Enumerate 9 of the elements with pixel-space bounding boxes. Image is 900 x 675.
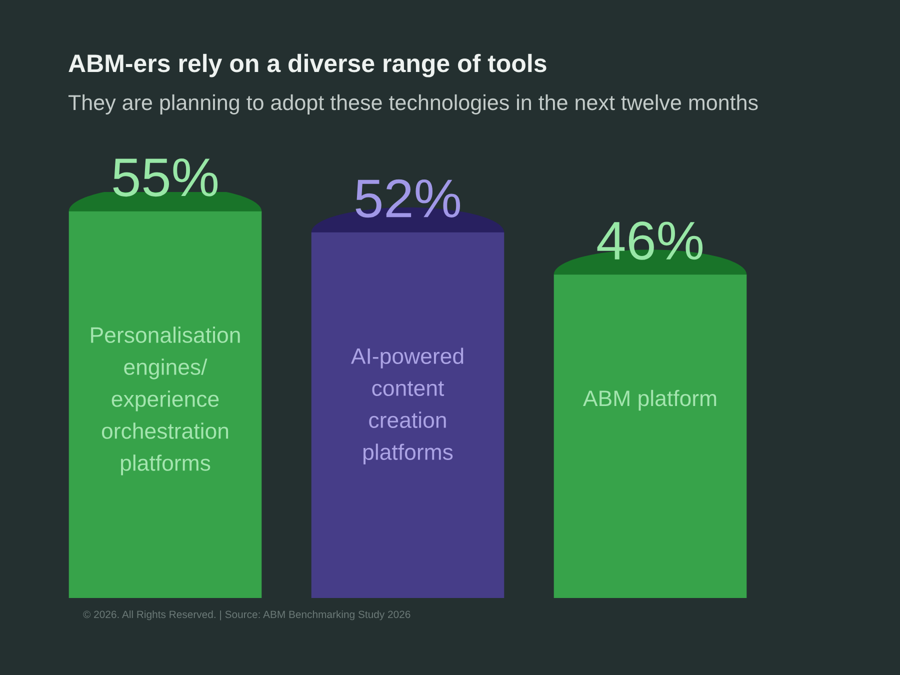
text: © 2026. All Rights Reserved. | Source: ABM Benchmarking Study 2026 (83, 610, 410, 620)
chart-subtitle: They are planning to adopt these technologies in the next twelve months (68, 94, 758, 114)
x-tick-label: Personalisation engines/ experience orchestration platforms (91, 326, 240, 476)
chart-title: ABM-ers rely on a diverse range of tools (68, 54, 546, 78)
x-tick-label: ABM platform (582, 390, 716, 411)
data-label: 46% (597, 222, 703, 260)
data-label: 52% (356, 179, 460, 218)
data-label: 55% (113, 158, 218, 197)
x-tick-label: AI-powered content creation platforms (350, 348, 464, 464)
